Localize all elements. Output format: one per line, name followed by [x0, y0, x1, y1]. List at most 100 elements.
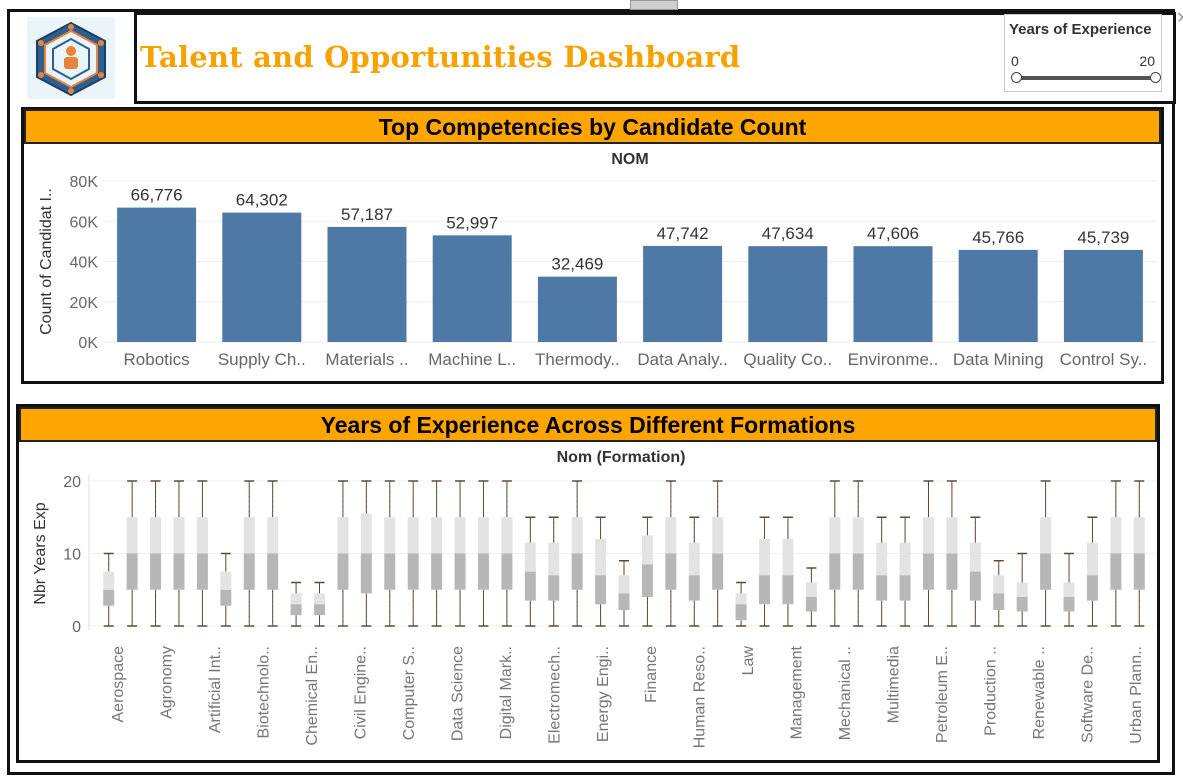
bar [748, 246, 828, 342]
box-lower-half [641, 564, 653, 597]
box-lower-half [173, 553, 185, 590]
box-upper-half [337, 517, 349, 554]
box-upper-half [384, 517, 396, 554]
bar-category-label: Data Mining [953, 350, 1044, 369]
box-category-label: Civil Engine.. [353, 646, 370, 739]
bar [537, 276, 617, 342]
bar-y-tick-label: 40K [70, 255, 99, 272]
box-category-label: Finance [643, 646, 660, 703]
box-upper-half [618, 575, 630, 594]
bar [117, 207, 197, 342]
box-lower-half [196, 553, 208, 590]
box-y-axis-label: Nbr Years Exp [32, 502, 49, 604]
bar-value-label: 47,634 [762, 224, 814, 243]
box-upper-half [969, 542, 981, 572]
box-upper-half [1133, 517, 1145, 554]
bar-chart: NOM 0K 20K 40K 60K 80K Count of Candidat I.. 66… [38, 151, 1156, 369]
bar [327, 226, 407, 342]
bar [222, 212, 302, 342]
box-upper-half [805, 582, 817, 597]
box-lower-half [1133, 553, 1145, 590]
box-lower-half [360, 553, 372, 594]
dashboard-title: Talent and Opportunities Dashboard [140, 40, 741, 74]
box-category-label: Software De.. [1079, 646, 1096, 743]
bar-category-label: Thermody.. [535, 350, 620, 369]
box-upper-half [126, 517, 138, 554]
box-lower-half [946, 553, 958, 590]
box-lower-half [805, 597, 817, 612]
bar-category-label: Quality Co.. [743, 350, 832, 369]
logo-icon [27, 17, 115, 99]
bar-category-label: Data Analy.. [637, 350, 727, 369]
box-lower-half [1063, 597, 1075, 612]
box-upper-half [782, 539, 794, 576]
box-upper-half [220, 571, 232, 590]
years-experience-filter[interactable]: Years of Experience 0 20 [1004, 14, 1162, 92]
box-upper-half [548, 542, 560, 576]
bar [643, 245, 723, 342]
box-lower-half [782, 575, 794, 605]
header-box [134, 12, 1176, 104]
bar-value-label: 64,302 [236, 191, 288, 210]
bar-value-label: 52,997 [446, 213, 498, 232]
box-lower-half [337, 553, 349, 590]
box-lower-half [922, 553, 934, 590]
box-lower-half [126, 553, 138, 590]
bar-value-label: 45,766 [972, 228, 1024, 247]
box-upper-half [852, 517, 864, 554]
filter-min-value: 0 [1011, 53, 1019, 69]
competencies-chart-title: Top Competencies by Candidate Count [24, 109, 1161, 144]
box-upper-half [641, 535, 653, 565]
box-upper-half [688, 542, 700, 576]
box-lower-half [1086, 575, 1098, 601]
box-upper-half [829, 517, 841, 554]
bar-value-label: 32,469 [551, 255, 603, 274]
box-upper-half [712, 517, 724, 554]
box-upper-half [735, 593, 747, 605]
box-lower-half [876, 575, 888, 601]
box-upper-half [524, 542, 536, 572]
bar-category-label: Machine L.. [428, 350, 516, 369]
bar-category-label: Control Sy.. [1060, 350, 1148, 369]
box-category-label: Artificial Int.. [207, 646, 224, 733]
box-lower-half [454, 553, 466, 590]
box-upper-half [665, 517, 677, 554]
range-slider-track[interactable] [1015, 76, 1155, 80]
box-category-label: Petroleum E.. [934, 646, 951, 743]
box-lower-half [314, 604, 326, 616]
close-icon[interactable]: ✕ [1176, 10, 1183, 27]
bar-value-label: 45,739 [1077, 228, 1129, 247]
bar-category-label: Robotics [124, 350, 190, 369]
box-upper-half [1063, 582, 1075, 597]
box-lower-half [735, 604, 747, 621]
box-lower-half [1040, 553, 1052, 590]
box-lower-half [290, 604, 302, 616]
box-upper-half [196, 517, 208, 554]
box-lower-half [384, 553, 396, 590]
box-upper-half [431, 517, 443, 554]
box-lower-half [571, 553, 583, 590]
bar [958, 249, 1038, 342]
box-category-label: Urban Plann.. [1128, 646, 1145, 744]
box-lower-half [618, 593, 630, 611]
range-slider-high-handle[interactable] [1150, 72, 1161, 83]
box-lower-half [712, 553, 724, 590]
range-slider-low-handle[interactable] [1011, 72, 1022, 83]
bar [853, 246, 933, 342]
resize-grip[interactable] [630, 0, 678, 10]
box-lower-half [688, 575, 700, 601]
bar-y-axis-label: Count of Candidat I.. [38, 188, 55, 335]
box-category-label: Chemical En.. [304, 646, 321, 746]
bar-value-label: 66,776 [131, 186, 183, 205]
box-lower-half [220, 589, 232, 606]
box-category-label: Production .. [982, 646, 999, 736]
box-lower-half [899, 575, 911, 601]
box-lower-half [267, 553, 279, 590]
box-chart-subtitle: Nom (Formation) [557, 449, 686, 466]
box-y-tick-label: 0 [72, 619, 81, 636]
box-upper-half [595, 539, 607, 576]
box-lower-half [852, 553, 864, 590]
bar-value-label: 57,187 [341, 205, 393, 224]
box-lower-half [665, 553, 677, 590]
box-category-label: Aerospace [110, 646, 127, 723]
